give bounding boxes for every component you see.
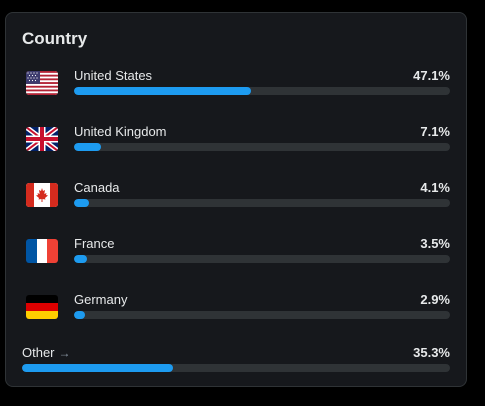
country-percent: 2.9% [420, 292, 450, 307]
country-percent: 7.1% [420, 124, 450, 139]
country-name: Canada [74, 180, 120, 195]
country-name: United Kingdom [74, 124, 167, 139]
country-name: Germany [74, 292, 128, 307]
country-row-united-states[interactable]: United States 47.1% [6, 68, 466, 108]
country-card: Country United States [5, 12, 467, 387]
card-title: Country [22, 29, 88, 48]
other-link[interactable]: Other → [22, 345, 71, 360]
other-percent: 35.3% [413, 345, 450, 360]
progress-track [22, 364, 450, 372]
country-name: United States [74, 68, 153, 83]
progress-fill [22, 364, 174, 372]
progress-track [74, 143, 450, 151]
country-row-united-kingdom[interactable]: United Kingdom 7.1% [6, 124, 466, 164]
country-percent: 47.1% [413, 68, 450, 83]
other-row[interactable]: Other → 35.3% [6, 345, 466, 375]
other-label: Other [22, 345, 55, 360]
progress-fill [74, 143, 101, 151]
arrow-right-icon: → [58, 346, 71, 360]
germany-flag-icon [26, 295, 58, 319]
canada-flag-icon [26, 183, 58, 207]
progress-track [74, 255, 450, 263]
country-row-canada[interactable]: Canada 4.1% [6, 180, 466, 220]
progress-fill [74, 311, 85, 319]
progress-track [74, 87, 450, 95]
us-flag-icon [26, 71, 58, 95]
country-name: France [74, 236, 115, 251]
country-row-germany[interactable]: Germany 2.9% [6, 292, 466, 332]
progress-fill [74, 199, 90, 207]
progress-fill [74, 87, 252, 95]
progress-track [74, 199, 450, 207]
country-row-france[interactable]: France 3.5% [6, 236, 466, 276]
uk-flag-icon [26, 127, 58, 151]
country-percent: 3.5% [420, 236, 450, 251]
progress-fill [74, 255, 88, 263]
progress-track [74, 311, 450, 319]
france-flag-icon [26, 239, 58, 263]
country-percent: 4.1% [420, 180, 450, 195]
